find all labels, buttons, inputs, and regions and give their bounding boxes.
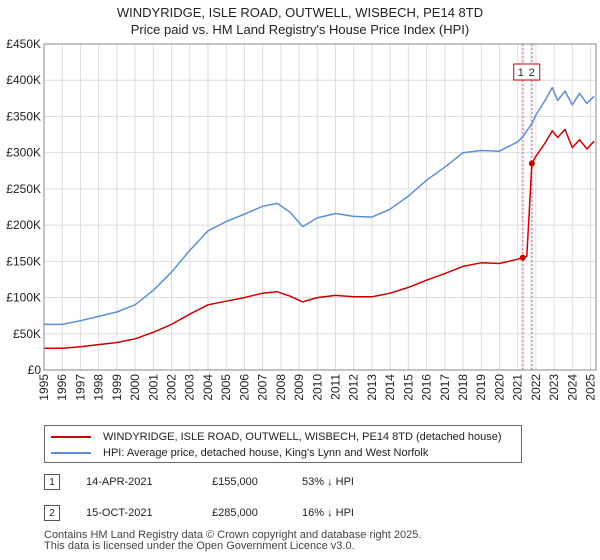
- event-label: 1: [518, 67, 524, 79]
- x-tick-label: 2014: [383, 374, 397, 401]
- x-tick-label: 1997: [73, 374, 87, 401]
- transaction-price: £155,000: [212, 476, 258, 488]
- y-tick-label: £0: [28, 363, 42, 377]
- y-tick-label: £250K: [6, 182, 41, 196]
- transaction-badge: 1: [44, 474, 60, 490]
- transaction-hpi: 53% ↓ HPI: [302, 476, 354, 488]
- x-tick-label: 2010: [310, 374, 324, 401]
- x-tick-label: 1995: [37, 374, 51, 401]
- x-tick-label: 2018: [456, 374, 470, 401]
- sale-point: [528, 160, 535, 167]
- price-chart: £0 £50K £100K £150K £200K £250K £300K £350K £400…: [6, 37, 598, 401]
- x-tick-label: 2020: [492, 374, 506, 401]
- x-tick-label: 2015: [401, 374, 415, 401]
- x-tick-label: 2016: [420, 374, 434, 401]
- x-tick-label: 2023: [547, 374, 561, 401]
- x-tick-label: 2019: [474, 374, 488, 401]
- x-tick-label: 2009: [292, 374, 306, 401]
- chart-title-line1: WINDYRIDGE, ISLE ROAD, OUTWELL, WISBECH,…: [116, 5, 484, 20]
- x-tick-label: 2024: [565, 374, 579, 401]
- legend-label-property: WINDYRIDGE, ISLE ROAD, OUTWELL, WISBECH,…: [103, 431, 502, 443]
- plot-border: [43, 43, 597, 371]
- event-band: [529, 44, 534, 370]
- x-tick-label: 2000: [128, 374, 142, 401]
- x-tick-label: 2012: [347, 374, 361, 401]
- event-label: 2: [529, 67, 535, 79]
- transaction-hpi: 16% ↓ HPI: [302, 507, 354, 519]
- footer-line2: This data is licensed under the Open Gov…: [44, 540, 355, 552]
- transaction-badge: 2: [44, 505, 60, 521]
- event-label-box: [513, 63, 541, 81]
- x-tick-label: 1996: [55, 374, 69, 401]
- transaction-date: 15-OCT-2021: [86, 507, 153, 519]
- property-line: [44, 128, 595, 350]
- legend-swatch-property: [51, 436, 91, 438]
- plot-area: [44, 44, 596, 370]
- transaction-row: 1 14-APR-2021 £155,000 53% ↓ HPI: [44, 472, 354, 492]
- x-tick-label: 2006: [237, 374, 251, 401]
- y-tick-label: £200K: [6, 218, 41, 232]
- transaction-date: 14-APR-2021: [86, 476, 153, 488]
- y-tick-label: £450K: [6, 37, 41, 51]
- y-tick-label: £150K: [6, 254, 41, 268]
- transaction-price: £285,000: [212, 507, 258, 519]
- x-tick-label: 2025: [584, 374, 598, 401]
- x-tick-label: 2004: [201, 374, 215, 401]
- legend-item-hpi: HPI: Average price, detached house, King…: [51, 445, 428, 461]
- y-tick-label: £100K: [6, 291, 41, 305]
- x-tick-label: 2022: [529, 374, 543, 401]
- x-tick-label: 2001: [146, 374, 160, 401]
- footer-line1: Contains HM Land Registry data © Crown c…: [44, 529, 422, 541]
- hpi-line: [44, 86, 595, 326]
- sale-point: [519, 254, 526, 261]
- y-tick-label: £50K: [13, 327, 41, 341]
- x-tick-label: 1998: [92, 374, 106, 401]
- transaction-row: 2 15-OCT-2021 £285,000 16% ↓ HPI: [44, 503, 354, 523]
- x-tick-label: 2005: [219, 374, 233, 401]
- y-tick-label: £300K: [6, 146, 41, 160]
- x-tick-label: 2021: [511, 374, 525, 401]
- x-tick-label: 1999: [110, 374, 124, 401]
- x-tick-label: 2011: [328, 374, 342, 400]
- legend-swatch-hpi: [51, 452, 91, 454]
- legend: WINDYRIDGE, ISLE ROAD, OUTWELL, WISBECH,…: [44, 425, 522, 463]
- y-tick-label: £350K: [6, 109, 41, 123]
- x-tick-label: 2008: [274, 374, 288, 401]
- footer: Contains HM Land Registry data © Crown c…: [44, 530, 421, 552]
- legend-item-property: WINDYRIDGE, ISLE ROAD, OUTWELL, WISBECH,…: [51, 429, 502, 445]
- chart-title-line2: Price paid vs. HM Land Registry's House …: [130, 22, 470, 37]
- event-band: [520, 44, 525, 370]
- y-tick-label: £400K: [6, 73, 41, 87]
- x-tick-label: 2007: [256, 374, 270, 401]
- x-tick-label: 2013: [365, 374, 379, 401]
- legend-label-hpi: HPI: Average price, detached house, King…: [103, 447, 429, 459]
- x-tick-label: 2003: [183, 374, 197, 401]
- x-tick-label: 2017: [438, 374, 452, 401]
- x-tick-label: 2002: [165, 374, 179, 401]
